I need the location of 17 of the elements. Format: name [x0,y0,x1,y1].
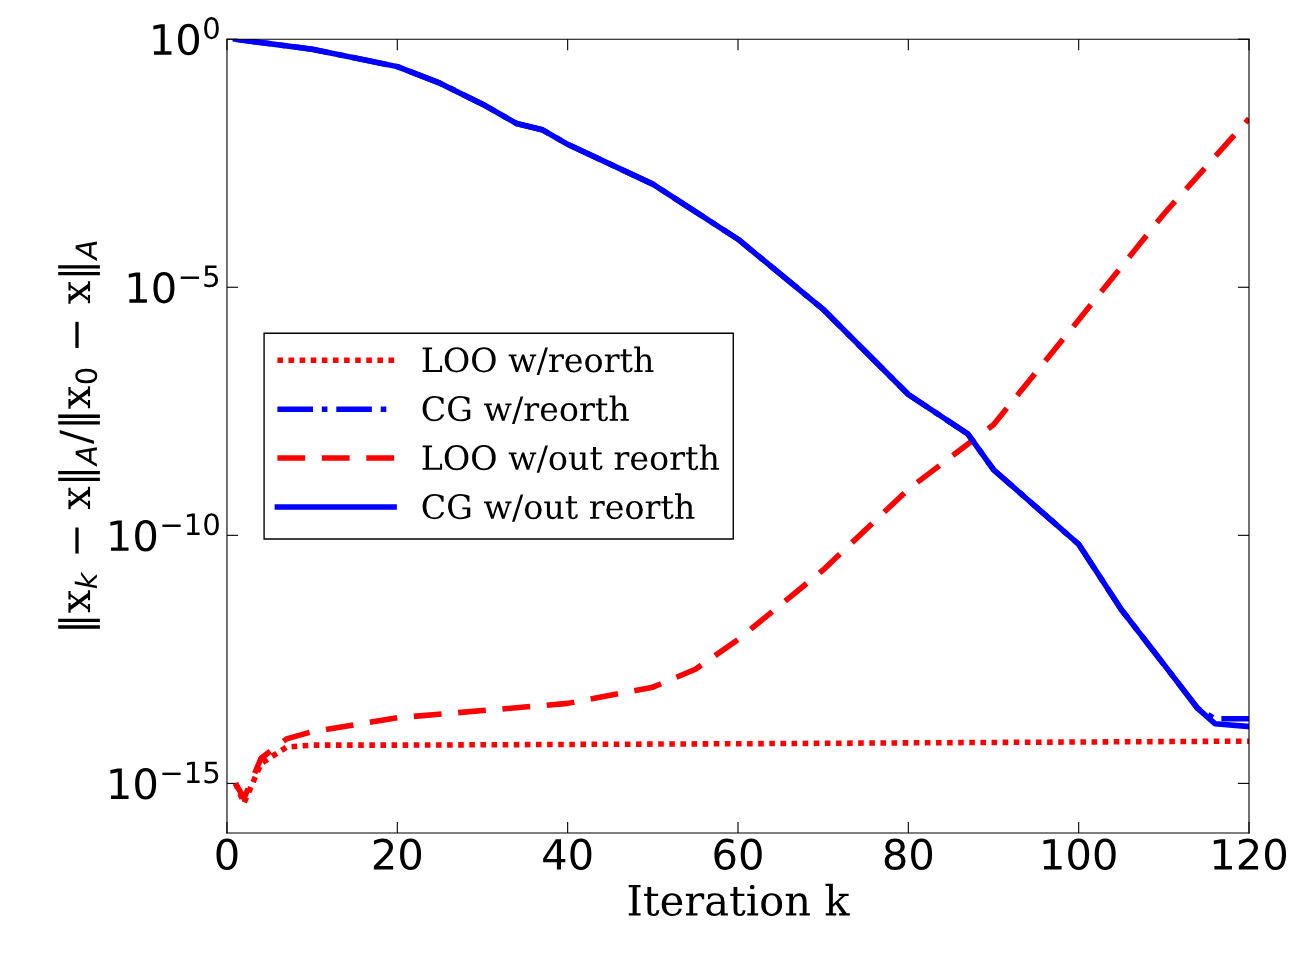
x-tick-label: 60 [714,838,762,871]
legend-label: LOO w/reorth [422,346,654,375]
x-tick-label: 100 [1043,838,1116,871]
x-tick-label: 40 [543,838,592,871]
legend-label: CG w/reorth [422,395,629,424]
x-tick-label: 20 [373,838,422,871]
y-tick-label: 10$^{−5}$ [128,265,219,304]
y-axis-title: ‖x$_{k}$ − x‖$_{A}$/‖x$_{0}$ − x‖$_{A}$ [58,241,100,629]
x-axis-title: Iteration k [628,883,850,916]
x-tick-label: 0 [216,838,238,871]
y-tick-label: 10$^{−10}$ [110,513,219,552]
x-tick-label: 120 [1213,838,1287,871]
y-tick-label: 10$^{0}$ [153,17,219,56]
y-tick-label: 10$^{−15}$ [110,761,219,800]
legend-label: CG w/out reorth [422,493,695,522]
x-tick-label: 80 [884,838,933,871]
legend-label: LOO w/out reorth [422,444,720,473]
